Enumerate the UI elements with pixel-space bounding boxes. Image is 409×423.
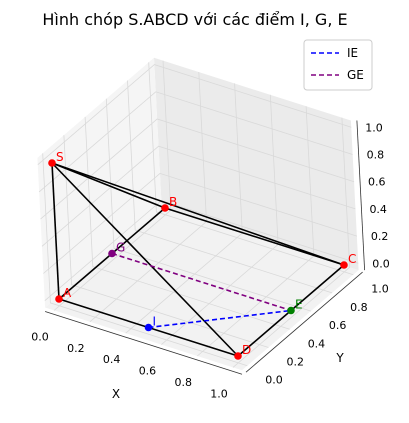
legend-box [303, 39, 373, 91]
tick-labels: 0.00.00.00.20.20.20.40.40.40.60.60.60.80… [31, 121, 389, 400]
axes-panes [37, 57, 359, 371]
point-S [48, 159, 56, 167]
legend-label-GE: GE [347, 68, 364, 82]
point-label-B: B [169, 195, 177, 209]
z-tick-label: 0.2 [371, 230, 389, 243]
point-G [108, 249, 116, 258]
chart-title: Hình chóp S.ABCD với các điểm I, G, E [42, 10, 347, 29]
y-tick-label: 0.2 [287, 355, 305, 368]
grid-line-z [41, 145, 356, 247]
z-tick-label: 1.0 [365, 121, 383, 134]
x-tick-label: 0.2 [67, 342, 85, 355]
y-tick-label: 0.8 [350, 301, 368, 314]
point-C [340, 261, 348, 269]
legend-label-IE: IE [347, 46, 358, 60]
legend: IE GE [303, 39, 373, 91]
x-tick-label: 0.0 [31, 330, 49, 343]
z-tick-label: 0.8 [367, 149, 385, 162]
y-tick-label: 0.6 [329, 319, 347, 332]
grid-line-z [40, 118, 355, 220]
grid-line-y [63, 135, 269, 348]
y-tick-label: 0.4 [308, 337, 326, 350]
z-axis-line [356, 120, 365, 271]
point-I [144, 323, 153, 332]
grid-line-x [232, 117, 351, 368]
z-tick-label: 0.6 [368, 176, 386, 189]
x-axis-label: X [112, 387, 120, 401]
point-label-G: G [116, 241, 125, 255]
grid-line-y [105, 98, 312, 312]
point-label-S: S [56, 150, 64, 164]
point-A [55, 295, 63, 303]
axis-lines [44, 120, 365, 375]
point-label-I: I [153, 315, 157, 329]
points: S A B C D I G E [48, 150, 356, 360]
y-axis-line [245, 271, 363, 373]
z-tick-label: 0.0 [372, 257, 390, 270]
edge-SB [51, 162, 166, 209]
grid-line-y [84, 116, 290, 330]
x-tick-label: 1.0 [210, 387, 228, 400]
grid-line-y [127, 80, 333, 294]
point-label-D: D [242, 343, 251, 357]
y-axis-label: Y [335, 351, 344, 365]
point-label-A: A [63, 286, 72, 300]
grid-line-z [37, 64, 352, 166]
point-label-C: C [348, 252, 356, 266]
point-B [161, 204, 169, 212]
edge-SA [51, 162, 60, 300]
grid-line-z [38, 91, 353, 193]
x-axis-line [44, 311, 243, 375]
grid-line-z [43, 172, 358, 274]
series-lines [111, 252, 292, 329]
grid-line-y [148, 62, 354, 276]
point-E [287, 306, 295, 315]
pane-floor [45, 207, 359, 371]
x-tick-label: 0.8 [175, 376, 193, 389]
y-tick-label: 0.0 [265, 374, 283, 387]
point-D [234, 352, 242, 360]
x-tick-label: 0.4 [103, 353, 121, 366]
y-tick-label: 1.0 [371, 283, 389, 296]
x-tick-label: 0.6 [139, 365, 157, 378]
edge-SC [51, 162, 345, 266]
edge-SD [51, 162, 239, 357]
z-tick-label: 0.4 [369, 203, 387, 216]
edge-BC [164, 207, 345, 266]
grid-line-y [42, 153, 248, 367]
series-line-GE [111, 252, 292, 312]
point-label-E: E [295, 298, 303, 312]
